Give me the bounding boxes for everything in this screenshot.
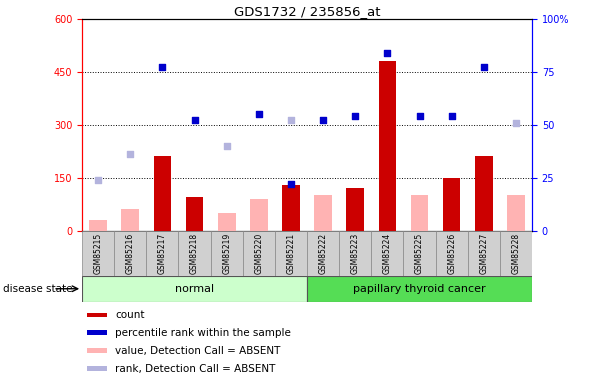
Bar [468,231,500,276]
Bar [339,231,371,276]
Point [447,113,457,119]
Bar [154,156,171,231]
Point [190,117,199,123]
Bar [314,195,332,231]
Bar [88,313,108,317]
Text: GSM85218: GSM85218 [190,233,199,274]
Text: value, Detection Call = ABSENT: value, Detection Call = ABSENT [115,346,280,356]
Text: papillary thyroid cancer: papillary thyroid cancer [353,284,486,294]
Point [286,117,296,123]
Point [254,111,264,117]
Bar [82,231,114,276]
Text: GSM85216: GSM85216 [126,233,135,274]
Bar [88,348,108,353]
Text: rank, Detection Call = ABSENT: rank, Detection Call = ABSENT [115,364,275,374]
Text: normal: normal [175,284,214,294]
Bar [89,220,107,231]
Point [479,64,489,70]
Text: GSM85223: GSM85223 [351,233,360,274]
Bar [500,231,532,276]
Point [222,143,232,149]
Bar [122,209,139,231]
Text: GSM85220: GSM85220 [254,233,263,274]
Point [350,113,360,119]
Text: GSM85217: GSM85217 [158,233,167,274]
Bar [250,199,268,231]
Text: disease state: disease state [3,285,72,294]
Bar [507,195,525,231]
Bar [307,276,532,302]
Text: GSM85226: GSM85226 [447,233,456,274]
Text: percentile rank within the sample: percentile rank within the sample [115,328,291,338]
Point [318,117,328,123]
Bar [82,276,307,302]
Bar [371,231,404,276]
Bar [379,61,396,231]
Bar [347,188,364,231]
Bar [210,231,243,276]
Text: GSM85227: GSM85227 [479,233,488,274]
Bar [275,231,307,276]
Bar [404,231,435,276]
Point [382,50,392,55]
Bar [88,330,108,335]
Bar [218,213,235,231]
Text: GSM85219: GSM85219 [222,233,231,274]
Point [286,181,296,187]
Text: GSM85222: GSM85222 [319,233,328,274]
Bar [243,231,275,276]
Text: GSM85225: GSM85225 [415,233,424,274]
Text: count: count [115,310,145,320]
Bar [435,231,468,276]
Bar [443,178,460,231]
Text: GSM85228: GSM85228 [511,233,520,274]
Bar [147,231,179,276]
Title: GDS1732 / 235856_at: GDS1732 / 235856_at [234,4,380,18]
Bar [88,366,108,371]
Bar [185,197,204,231]
Bar [410,195,429,231]
Point [511,120,521,126]
Bar [307,231,339,276]
Text: GSM85224: GSM85224 [383,233,392,274]
Point [415,113,424,119]
Bar [179,231,210,276]
Point [125,152,135,157]
Bar [475,156,492,231]
Text: GSM85221: GSM85221 [286,233,295,274]
Text: GSM85215: GSM85215 [94,233,103,274]
Bar [282,185,300,231]
Point [157,64,167,70]
Point [93,177,103,183]
Bar [114,231,147,276]
